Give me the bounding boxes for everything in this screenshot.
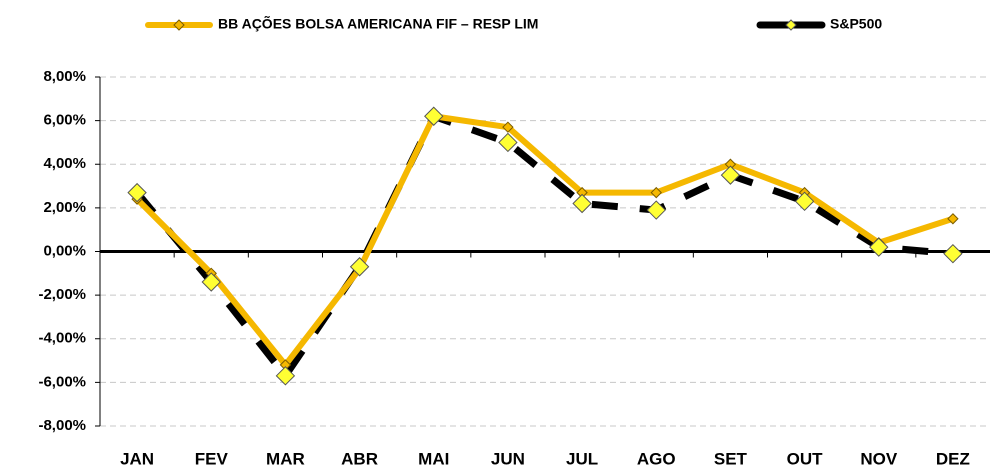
marker [502, 121, 514, 133]
series-line [134, 112, 954, 380]
marker [720, 165, 741, 185]
marker [349, 257, 370, 277]
x-tick-label: AGO [637, 449, 676, 468]
marker [498, 132, 518, 153]
y-tick-label: -8,00% [38, 417, 86, 434]
marker [201, 272, 221, 292]
x-tick-label: DEZ [936, 449, 970, 468]
marker [947, 213, 959, 225]
x-tick-label: JUN [491, 449, 525, 468]
marker [275, 366, 296, 386]
x-tick-label: FEV [195, 449, 229, 468]
marker [794, 191, 815, 212]
legend-label: S&P500 [830, 16, 882, 32]
x-tick-label: MAI [418, 449, 449, 468]
x-tick-label: JUL [566, 449, 598, 468]
legend-marker [785, 19, 797, 31]
marker [572, 193, 592, 214]
marker [646, 200, 666, 220]
x-tick-label: OUT [787, 449, 824, 468]
series-line [134, 113, 954, 368]
marker [424, 106, 444, 126]
y-tick-label: 2,00% [43, 199, 86, 216]
marker [869, 237, 889, 257]
x-tick-label: MAR [266, 449, 305, 468]
marker [127, 182, 147, 203]
y-tick-label: 0,00% [43, 242, 86, 259]
marker [943, 243, 963, 264]
legend-marker [173, 19, 185, 31]
x-tick-label: JAN [120, 449, 154, 468]
legend-label: BB AÇÕES BOLSA AMERICANA FIF – RESP LIM [218, 15, 538, 32]
y-tick-label: 8,00% [43, 68, 86, 85]
marker [650, 186, 662, 199]
x-tick-label: SET [714, 449, 748, 468]
y-tick-label: -2,00% [38, 286, 86, 303]
x-tick-label: NOV [860, 449, 898, 468]
y-tick-label: -6,00% [38, 373, 86, 390]
x-tick-label: ABR [341, 449, 378, 468]
y-tick-label: 6,00% [43, 112, 86, 129]
y-tick-label: -4,00% [38, 330, 86, 347]
y-tick-label: 4,00% [43, 155, 86, 172]
